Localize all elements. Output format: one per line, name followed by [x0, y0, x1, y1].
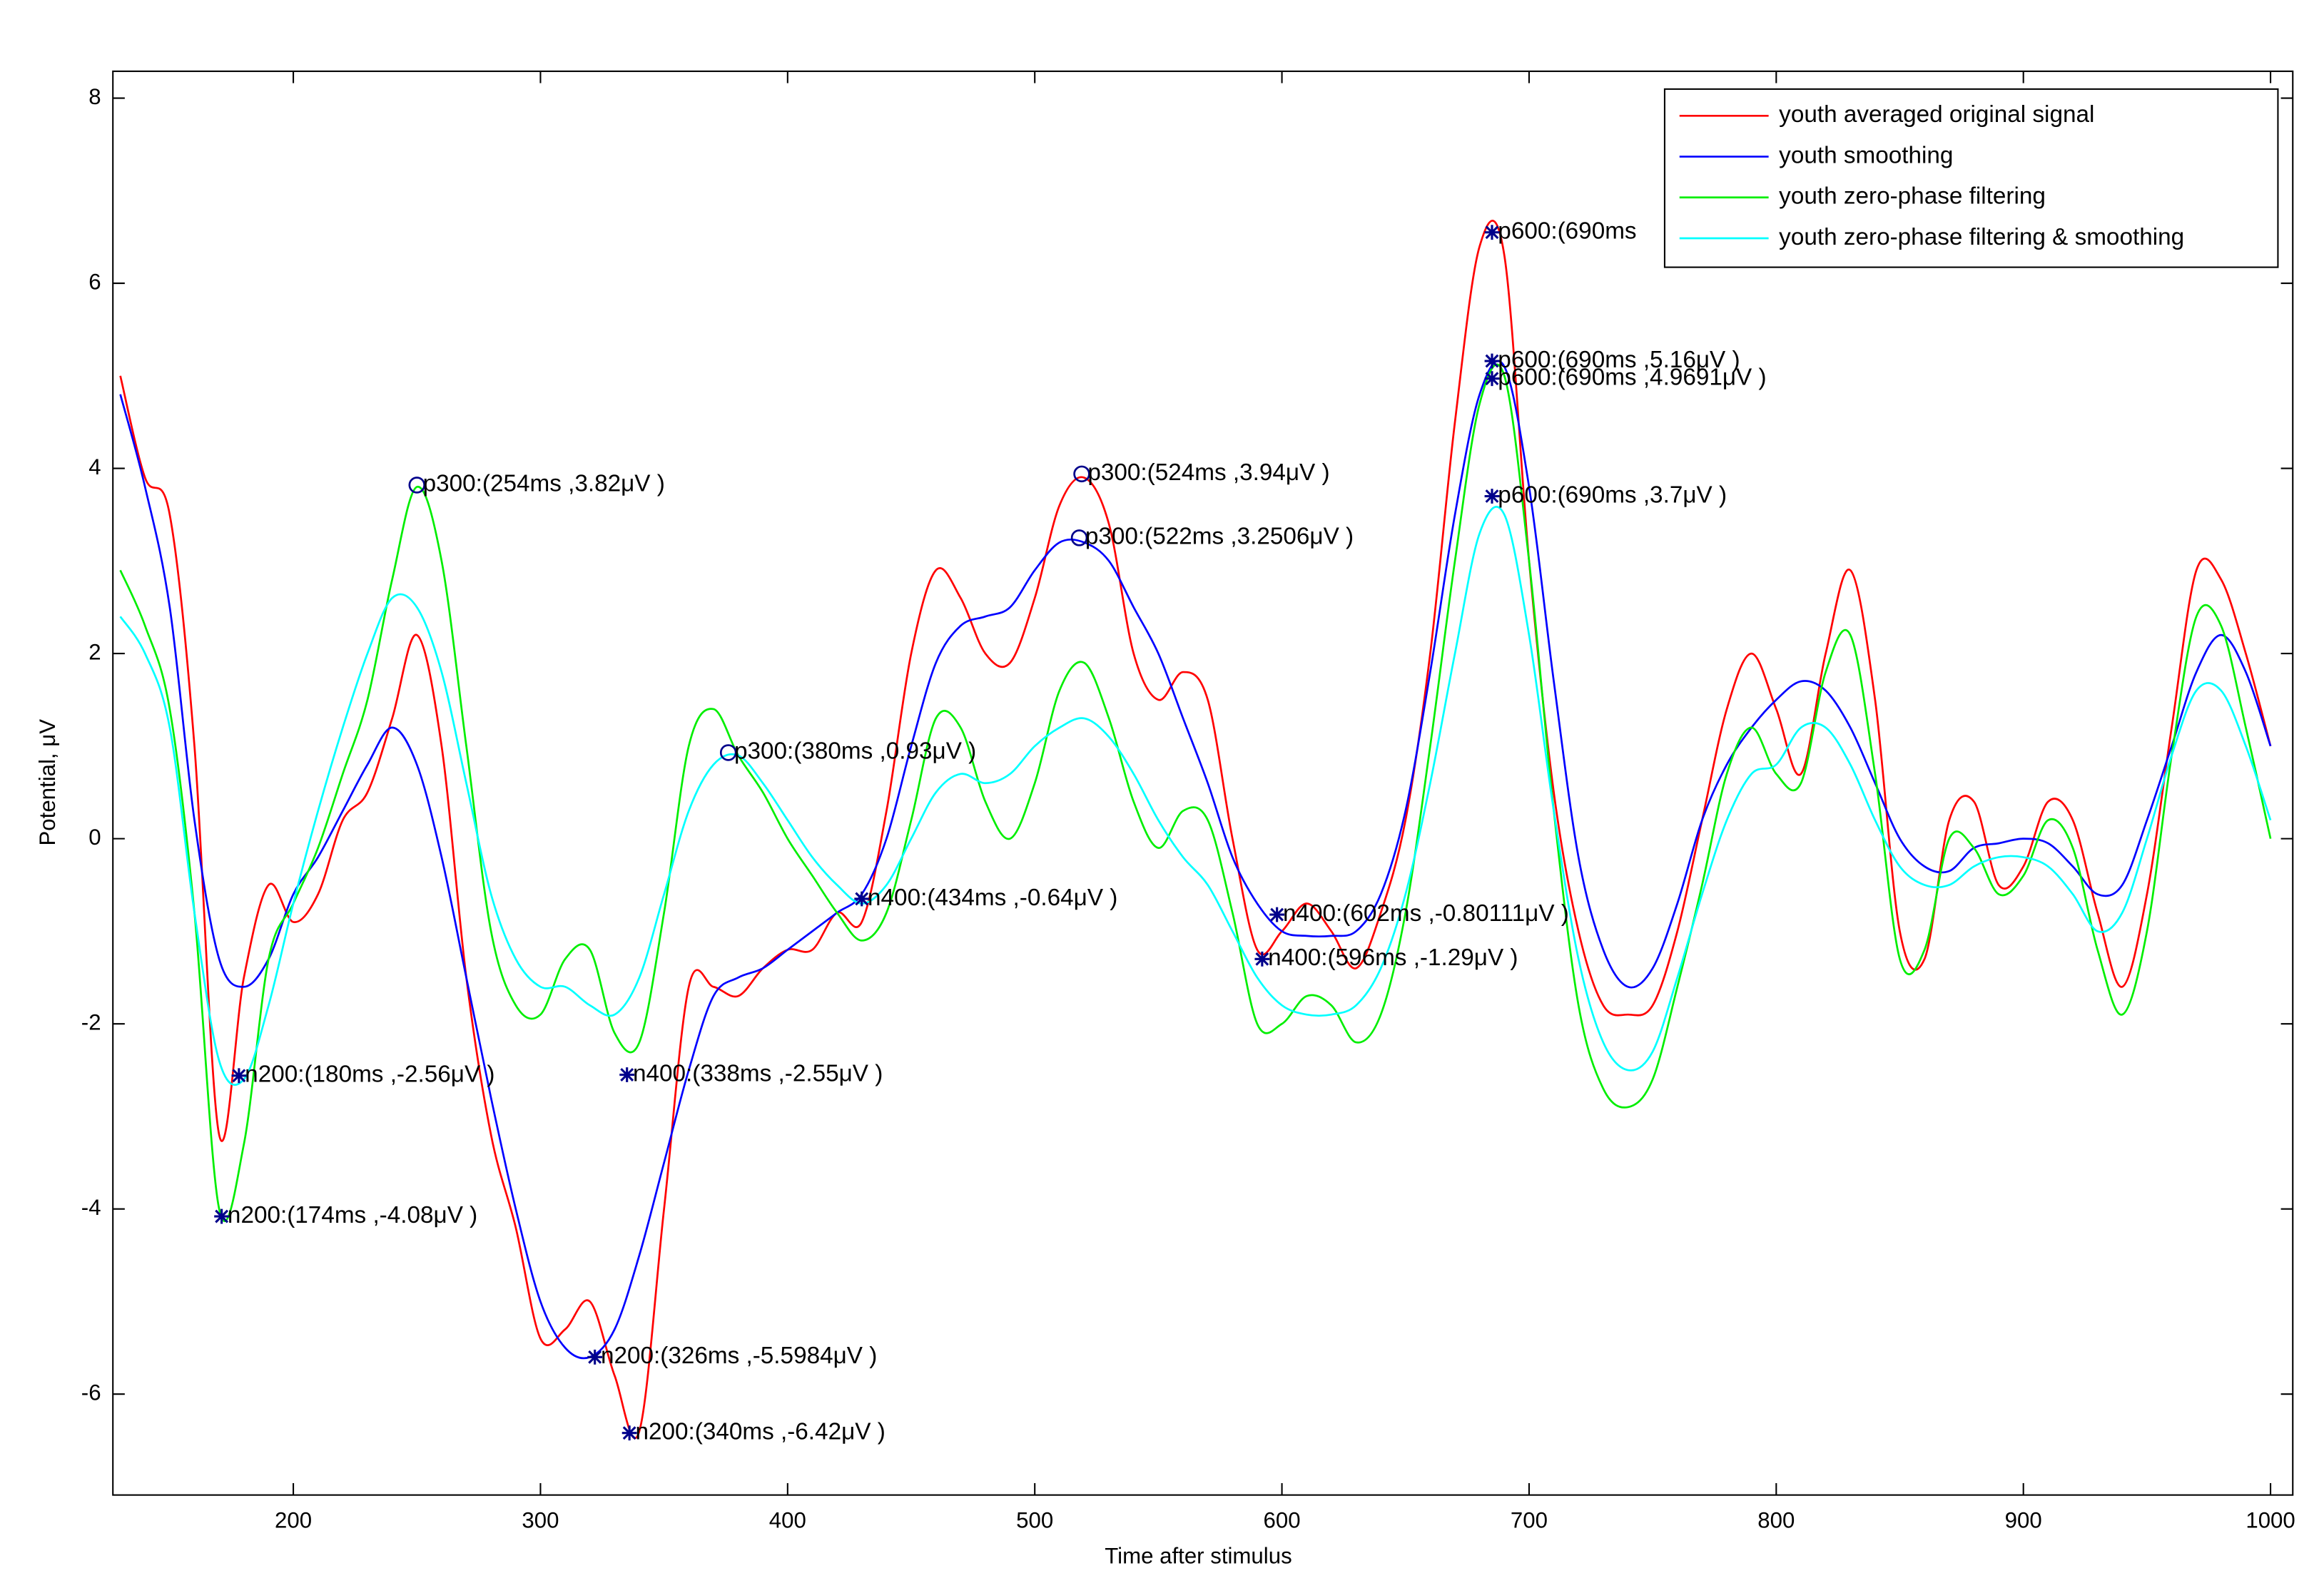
peak-label: n200:(180ms ,-2.56μV )	[245, 1062, 494, 1088]
peak-label: p600:(690ms ,5.16μV )	[1498, 347, 1740, 373]
legend-label: youth smoothing	[1779, 142, 1953, 168]
plot-area	[113, 71, 2293, 1495]
peak-label: p300:(380ms ,0.93μV )	[734, 738, 976, 765]
legend-label: youth averaged original signal	[1779, 101, 2094, 128]
y-tick-label: -6	[81, 1380, 101, 1405]
series-line	[119, 220, 2272, 1440]
peak-label: p300:(254ms ,3.82μV )	[423, 471, 665, 497]
peak-label: p300:(524ms ,3.94μV )	[1087, 459, 1329, 486]
axes-box	[112, 70, 2294, 1496]
peak-label: n200:(326ms ,-5.5984μV )	[601, 1343, 877, 1369]
y-tick-label: 4	[88, 454, 101, 479]
series-line	[119, 506, 2272, 1086]
peak-label: p600:(690ms ,3.7μV )	[1498, 482, 1727, 508]
x-tick-label: 600	[1264, 1507, 1301, 1532]
peak-label: n400:(434ms ,-0.64μV )	[868, 885, 1117, 911]
peak-marker	[1484, 353, 1500, 369]
y-tick-label: 8	[88, 84, 101, 109]
plot-lines	[119, 220, 2272, 1440]
peak-label: n400:(338ms ,-2.55μV )	[633, 1060, 883, 1086]
peak-label: n200:(174ms ,-4.08μV )	[228, 1202, 477, 1228]
peak-label: p300:(522ms ,3.2506μV )	[1085, 524, 1354, 550]
legend-label: youth zero-phase filtering	[1779, 183, 2046, 210]
y-tick-label: 6	[88, 269, 101, 294]
y-tick-label: -2	[81, 1009, 101, 1034]
y-axis-label: Potential, μV	[35, 719, 60, 846]
peak-marker	[854, 891, 870, 907]
peak-marker	[1254, 951, 1270, 967]
x-axis-label: Time after stimulus	[1105, 1543, 1292, 1568]
peak-marker	[1484, 225, 1500, 240]
peak-marker	[1484, 371, 1500, 387]
peak-marker	[214, 1208, 230, 1224]
peak-marker	[408, 477, 426, 494]
series-line	[119, 363, 2272, 1222]
y-tick-label: 0	[88, 825, 101, 850]
peak-marker	[587, 1349, 603, 1365]
legend-label: youth zero-phase filtering & smoothing	[1779, 224, 2184, 250]
x-tick-label: 300	[522, 1507, 559, 1532]
y-tick-label: 2	[88, 639, 101, 664]
peak-marker	[719, 744, 737, 761]
x-tick-label: 700	[1511, 1507, 1548, 1532]
peak-marker	[621, 1425, 637, 1441]
y-tick-label: -4	[81, 1195, 101, 1220]
peak-label: p600:(690ms	[1498, 218, 1636, 244]
peak-marker	[1269, 907, 1285, 922]
peak-label: n400:(602ms ,-0.80111μV )	[1283, 900, 1569, 927]
peak-marker	[1070, 529, 1088, 546]
peak-label: n200:(340ms ,-6.42μV )	[635, 1419, 885, 1445]
peak-marker	[1073, 465, 1090, 483]
x-tick-label: 500	[1016, 1507, 1053, 1532]
x-tick-label: 200	[275, 1507, 312, 1532]
x-tick-label: 1000	[2246, 1507, 2295, 1532]
peak-marker	[231, 1068, 247, 1084]
peak-label: n400:(596ms ,-1.29μV )	[1268, 945, 1518, 971]
peak-marker	[1484, 489, 1500, 504]
x-tick-label: 400	[769, 1507, 806, 1532]
x-tick-label: 800	[1757, 1507, 1795, 1532]
peak-label: p600:(690ms ,4.9691μV )	[1498, 365, 1766, 391]
x-tick-label: 900	[2005, 1507, 2042, 1532]
peak-marker	[619, 1067, 635, 1082]
